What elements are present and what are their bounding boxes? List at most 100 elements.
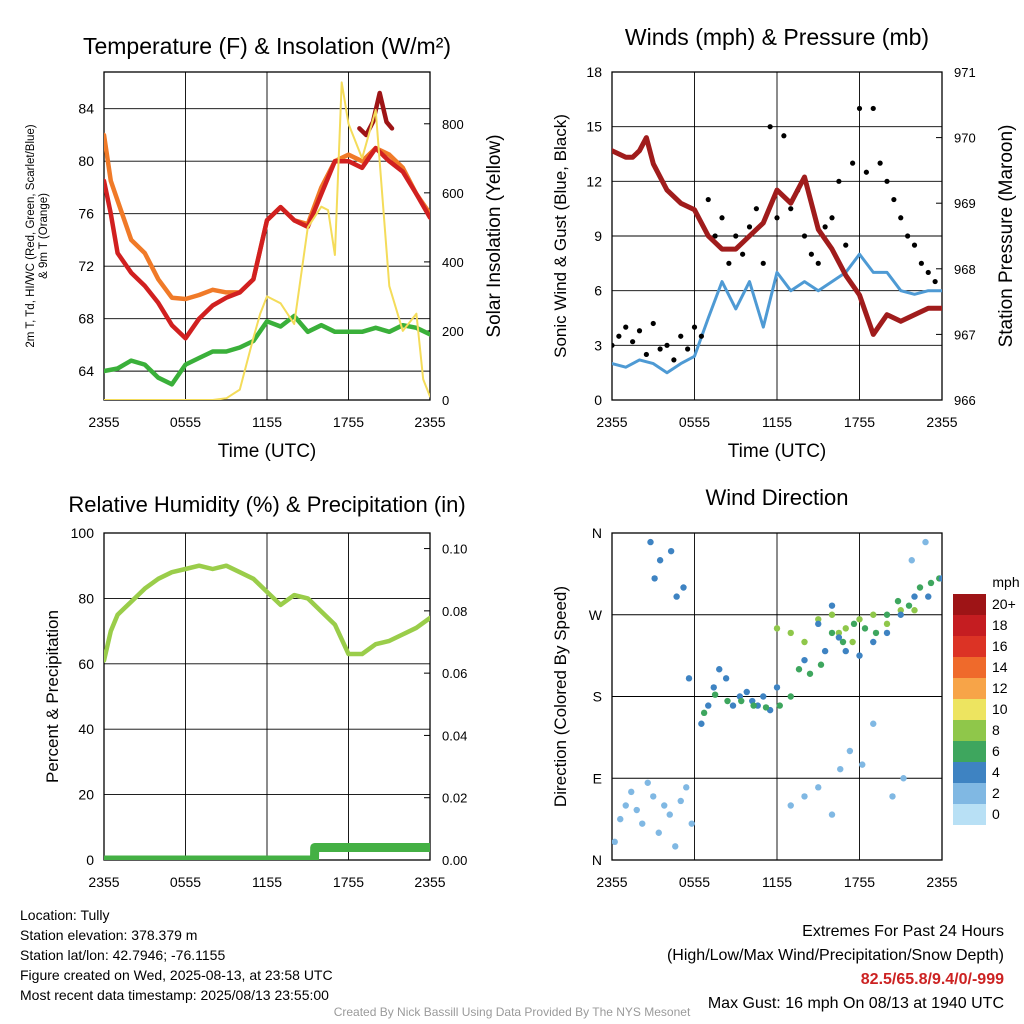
data-point — [753, 206, 759, 212]
data-point — [623, 324, 629, 330]
x-tick-label: 1755 — [844, 874, 875, 890]
y-tick-label: 6 — [594, 283, 602, 299]
y2-tick-label: 0.02 — [442, 791, 467, 806]
colorbar-swatch — [953, 657, 986, 678]
data-point — [767, 124, 773, 130]
data-point — [774, 215, 780, 221]
data-point — [773, 684, 781, 691]
y2-tick-label: 200 — [442, 324, 464, 339]
data-point — [856, 652, 863, 659]
data-point — [815, 620, 822, 628]
y-tick-label: S — [593, 689, 602, 705]
y-tick-label: 0 — [594, 392, 602, 408]
y2-tick-label: 971 — [954, 65, 976, 80]
data-point — [671, 357, 677, 363]
x-tick-label: 0555 — [170, 414, 201, 430]
colorbar-label: 16 — [992, 638, 1008, 654]
extremes-values: 82.5/65.8/9.4/0/-999 — [860, 971, 1004, 988]
y-tick-label: 20 — [78, 787, 94, 803]
series-line — [612, 252, 942, 375]
data-point — [922, 538, 929, 546]
data-point — [740, 251, 746, 257]
colorbar-swatch — [953, 783, 986, 804]
y-tick-label: 76 — [78, 206, 94, 222]
data-point — [683, 784, 690, 791]
data-point — [828, 611, 836, 618]
data-point — [612, 838, 618, 846]
x-tick-label: 1155 — [252, 414, 282, 430]
data-point — [835, 634, 843, 641]
colorbar-title: mph — [992, 574, 1019, 590]
data-point — [911, 593, 918, 600]
x-tick-label: 2355 — [414, 414, 445, 430]
y-tick-label: 15 — [586, 119, 602, 135]
y2-tick-label: 0.00 — [442, 853, 467, 868]
data-point — [795, 666, 803, 673]
y-tick-label: 18 — [586, 64, 602, 80]
chart-title: Wind Direction — [705, 485, 848, 510]
colorbar-label: 0 — [992, 806, 1000, 822]
colorbar-label: 18 — [992, 617, 1008, 633]
colorbar-label: 2 — [992, 785, 1000, 801]
data-point — [666, 811, 673, 818]
y-tick-label: 80 — [78, 153, 94, 169]
credit-line: Created By Nick Bassill Using Data Provi… — [333, 1005, 691, 1019]
data-point — [630, 339, 636, 345]
y-tick-label: 68 — [78, 311, 94, 327]
y-tick-label: N — [592, 525, 602, 541]
x-axis-label: Time (UTC) — [728, 441, 827, 462]
panel-3 — [103, 532, 431, 861]
data-point — [776, 702, 783, 709]
data-point — [698, 333, 704, 339]
x-tick-label: 2355 — [926, 874, 957, 890]
colorbar-swatch — [953, 594, 986, 615]
data-point — [801, 656, 808, 664]
data-point — [672, 843, 679, 850]
data-point — [877, 160, 883, 166]
x-tick-label: 0555 — [170, 874, 201, 890]
data-point — [650, 793, 657, 800]
data-point — [661, 802, 668, 809]
data-point — [762, 704, 770, 711]
data-point — [647, 538, 654, 546]
y-tick-label: 9 — [594, 228, 602, 244]
data-point — [835, 629, 843, 637]
series-line — [104, 81, 430, 400]
data-point — [938, 575, 942, 582]
data-point — [891, 196, 897, 203]
recent-timestamp: Most recent data timestamp: 2025/08/13 2… — [20, 987, 329, 1003]
data-point — [616, 333, 622, 339]
series-line — [357, 90, 395, 138]
colorbar-swatch — [953, 636, 986, 657]
y-axis-label: Sonic Wind & Gust (Blue, Black) — [551, 114, 570, 358]
colorbar-swatch — [953, 762, 986, 783]
data-point — [815, 784, 822, 791]
series-line — [104, 313, 430, 387]
station-info: Location: Tully Station elevation: 378.3… — [20, 905, 333, 1005]
station-elevation: Station elevation: 378.379 m — [20, 927, 198, 943]
data-point — [870, 638, 877, 646]
data-point — [612, 342, 615, 348]
y-tick-label: 100 — [71, 525, 95, 541]
data-point — [700, 709, 708, 717]
y2-tick-label: 970 — [954, 131, 976, 146]
data-point — [657, 346, 663, 352]
colorbar-swatch — [953, 699, 986, 720]
data-point — [685, 675, 693, 682]
data-point — [688, 820, 695, 827]
data-point — [710, 684, 717, 691]
data-point — [918, 260, 924, 266]
colorbar-label: 12 — [992, 680, 1008, 696]
data-point — [801, 638, 808, 646]
panel-2 — [611, 71, 943, 401]
data-point — [828, 629, 836, 637]
data-point — [894, 597, 902, 605]
data-point — [925, 593, 932, 600]
colorbar-label: 4 — [992, 764, 1000, 780]
chart-title: Temperature (F) & Insolation (W/m²) — [83, 33, 451, 59]
y2-tick-label: 600 — [442, 186, 464, 201]
data-point — [738, 697, 745, 705]
data-point — [898, 215, 904, 221]
data-point — [680, 584, 687, 591]
series-line — [104, 145, 430, 341]
